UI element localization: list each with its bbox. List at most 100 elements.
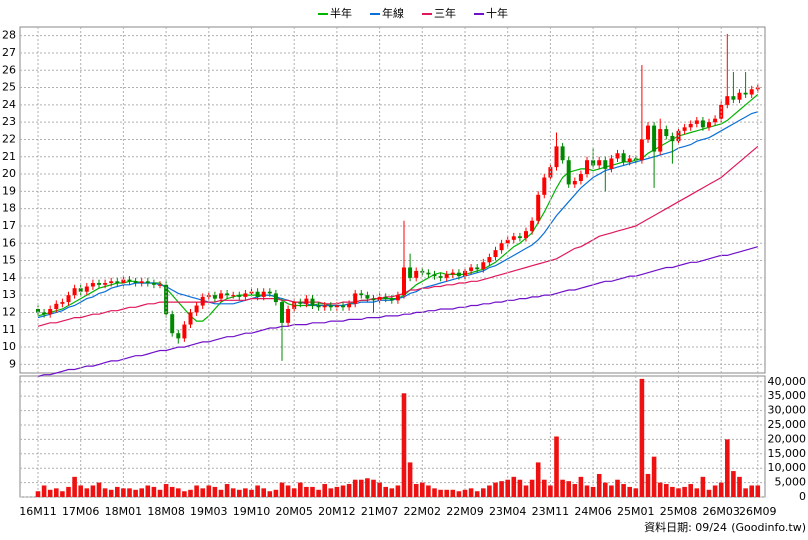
candle-body [530,220,535,232]
bar [377,482,382,497]
candle-body [475,267,480,270]
candle-body [749,89,754,95]
bar [340,485,346,497]
x-tick-label: 18M01 [105,505,143,518]
footer-date: 資料日期: 09/24 [644,520,727,534]
y-tick-label: 25,000 [768,418,807,431]
bar [615,479,620,497]
bar [420,482,425,497]
candle-body [438,276,443,278]
candle-body [432,274,437,277]
bar [133,489,138,497]
bar [725,439,730,497]
bar [682,486,687,497]
bar [468,488,474,497]
bar [517,479,523,497]
y-tick-label: 10,000 [768,461,807,474]
candle-body [621,153,626,162]
candle-body [444,274,449,278]
bar [127,488,132,497]
bar [560,479,565,497]
candle-body [145,281,150,284]
bar [712,485,718,497]
bar [535,462,541,497]
bar [578,476,584,497]
bar [279,482,285,497]
x-tick-label: 21M07 [361,505,399,518]
candle-body [450,272,455,275]
candle-body [731,96,736,100]
x-tick-label: 20M12 [318,505,356,518]
candle-body [487,257,492,263]
bar [224,484,230,497]
candle-body [127,279,132,282]
candle-body [481,262,486,270]
bar [255,485,260,497]
candle-body [103,283,108,285]
y-tick-label: 27 [2,46,16,59]
bar [645,473,651,497]
y-tick-label: 22 [2,132,16,145]
candle-body [133,281,138,284]
bar [54,488,59,497]
bar [676,488,681,497]
bar [481,488,486,497]
candle-body [316,305,321,308]
bar [432,488,437,497]
candle-body [328,305,333,308]
bar [584,485,590,497]
candle-body [658,129,663,152]
bar [590,486,596,497]
candle-body [194,305,199,313]
bar [499,481,504,497]
y-tick-label: 10 [2,340,16,353]
y-tick-label: 23 [2,115,16,128]
bar [304,486,309,497]
candle-body [694,120,699,124]
x-tick-label: 24M06 [574,505,612,518]
candle-body [499,243,504,251]
bar [731,471,736,497]
candle-body [700,120,705,128]
candle-body [603,160,608,169]
candle-body [426,272,431,275]
candle-body [151,283,156,285]
y-tick-label: 21 [2,150,16,163]
candle-body [298,302,303,304]
candle-body [121,279,126,284]
footer-source: (Goodinfo.tw) [731,521,806,534]
bar [249,489,254,497]
candle-body [609,158,614,169]
bar [66,486,71,497]
candle-body [456,272,461,277]
bar [212,486,218,497]
y-tick-label: 15 [2,254,16,267]
bar [346,484,352,497]
bar [395,485,401,497]
bar [273,489,279,497]
bar [438,489,443,497]
x-tick-label: 25M08 [660,505,698,518]
bar [316,489,321,497]
bar [291,488,297,497]
candle-body [517,236,522,239]
x-tick-label: 20M05 [275,505,313,518]
candle-body [597,160,602,166]
x-tick-label: 17M06 [62,505,100,518]
candle-body [334,305,339,308]
bar [670,486,675,497]
bar [371,479,376,497]
candle-body [505,239,510,244]
bar [182,491,187,497]
bar [657,482,663,497]
candle-body [493,250,498,258]
candle-body [646,125,650,140]
candle-body [90,283,95,287]
bar [529,479,535,497]
bar [664,484,669,497]
candle-body [97,283,101,285]
candle-body [60,302,65,304]
bar [633,488,639,497]
candle-body [158,284,162,286]
bar [572,484,578,497]
